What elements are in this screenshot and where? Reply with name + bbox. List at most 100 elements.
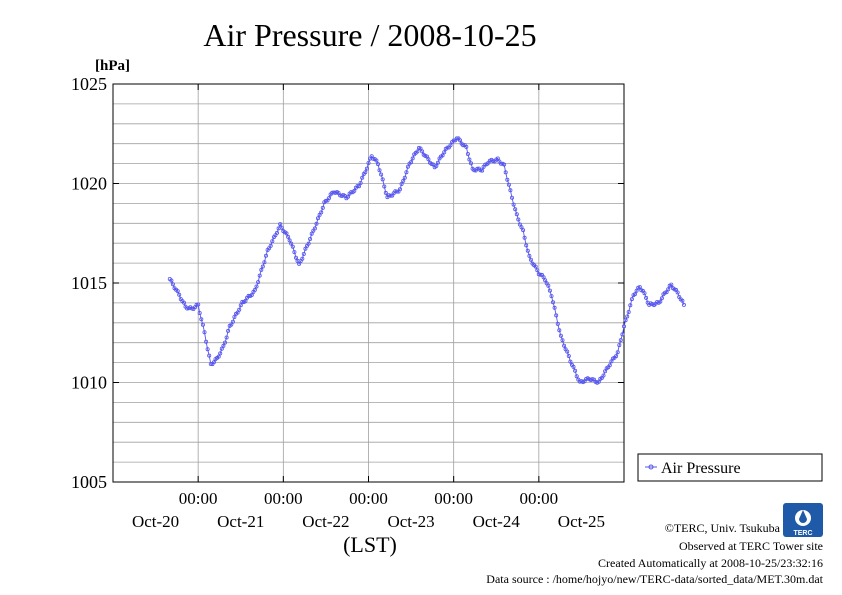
- data-point: [607, 363, 612, 368]
- data-point: [628, 303, 633, 308]
- data-point: [202, 330, 207, 335]
- data-point: [615, 350, 620, 355]
- data-point: [574, 374, 579, 379]
- data-point: [289, 241, 294, 246]
- x-tick-time-label: 00:00: [434, 489, 473, 508]
- data-point: [464, 144, 469, 149]
- data-point: [401, 178, 406, 183]
- data-point: [224, 335, 229, 340]
- data-point: [502, 162, 507, 167]
- x-tick-time-label: 00:00: [179, 489, 218, 508]
- data-point: [659, 296, 664, 301]
- data-point: [270, 239, 275, 244]
- data-point: [666, 287, 671, 292]
- data-point: [254, 284, 259, 289]
- data-point: [327, 195, 332, 200]
- data-point: [262, 260, 267, 265]
- data-point: [626, 309, 631, 314]
- data-point: [637, 285, 642, 290]
- data-point: [448, 143, 453, 148]
- data-point: [552, 305, 557, 310]
- data-point: [181, 300, 186, 305]
- data-point: [410, 156, 415, 161]
- data-point: [562, 343, 567, 348]
- data-point: [555, 321, 560, 326]
- data-point: [185, 306, 190, 311]
- data-point: [571, 364, 576, 369]
- data-point: [622, 324, 627, 329]
- data-point: [309, 231, 314, 236]
- data-source-path: Data source : /home/hojyo/new/TERC-data/…: [486, 572, 823, 586]
- data-point: [503, 170, 508, 175]
- data-point: [399, 181, 404, 186]
- data-point: [197, 310, 202, 315]
- data-point: [506, 182, 511, 187]
- data-point: [315, 216, 320, 221]
- data-point: [221, 343, 226, 348]
- created-timestamp: Created Automatically at 2008-10-25/23:3…: [598, 556, 823, 570]
- data-point: [557, 328, 562, 333]
- data-point: [609, 359, 614, 364]
- data-point: [293, 255, 298, 260]
- legend: Air Pressure: [637, 453, 823, 482]
- data-point: [259, 267, 264, 272]
- data-point: [568, 359, 573, 364]
- data-point: [533, 264, 538, 269]
- x-axis-label: (LST): [343, 532, 397, 557]
- data-point: [535, 268, 540, 273]
- data-point: [554, 313, 559, 318]
- data-point: [249, 292, 254, 297]
- data-point: [565, 349, 570, 354]
- chart-title: Air Pressure / 2008-10-25: [203, 17, 536, 53]
- x-tick-time-label: 00:00: [264, 489, 303, 508]
- data-point: [521, 228, 526, 233]
- data-point: [509, 195, 514, 200]
- x-tick-date-label: Oct-22: [302, 512, 349, 531]
- data-point: [409, 160, 414, 165]
- data-point: [374, 158, 379, 163]
- data-point: [527, 253, 532, 258]
- data-point: [405, 164, 410, 169]
- data-point: [491, 159, 496, 164]
- data-point: [522, 235, 527, 240]
- data-point: [360, 175, 365, 180]
- data-point: [286, 234, 291, 239]
- legend-marker-swatch: [648, 464, 654, 470]
- data-point: [658, 299, 663, 304]
- data-point: [207, 353, 212, 358]
- data-point: [356, 184, 361, 189]
- data-point: [525, 248, 530, 253]
- observed-site-note: Observed at TERC Tower site: [679, 539, 823, 553]
- data-point: [457, 138, 462, 143]
- data-point: [204, 339, 209, 344]
- data-point: [274, 230, 279, 235]
- legend-entry-air-pressure: Air Pressure: [661, 460, 741, 477]
- data-point: [377, 168, 382, 173]
- data-point: [363, 170, 368, 175]
- data-point: [352, 188, 357, 193]
- data-point: [505, 177, 510, 182]
- data-point: [308, 236, 313, 241]
- data-point: [445, 145, 450, 150]
- data-point: [442, 150, 447, 155]
- data-point: [415, 149, 420, 154]
- x-tick-date-label: Oct-24: [473, 512, 521, 531]
- data-point: [543, 278, 548, 283]
- data-point: [230, 319, 235, 324]
- copyright-credit: ©TERC, Univ. Tsukuba: [665, 521, 781, 535]
- data-point: [478, 168, 483, 173]
- data-point: [472, 168, 477, 173]
- data-point: [402, 175, 407, 180]
- x-tick-date-label: Oct-20: [132, 512, 179, 531]
- data-point: [511, 202, 516, 207]
- data-point: [319, 210, 324, 215]
- y-tick-label: 1020: [71, 174, 107, 194]
- data-point: [642, 291, 647, 296]
- data-point: [514, 212, 519, 217]
- data-point: [566, 353, 571, 358]
- data-point: [312, 226, 317, 231]
- data-point: [495, 156, 500, 161]
- data-point: [601, 373, 606, 378]
- data-point: [465, 151, 470, 156]
- data-point: [263, 253, 268, 258]
